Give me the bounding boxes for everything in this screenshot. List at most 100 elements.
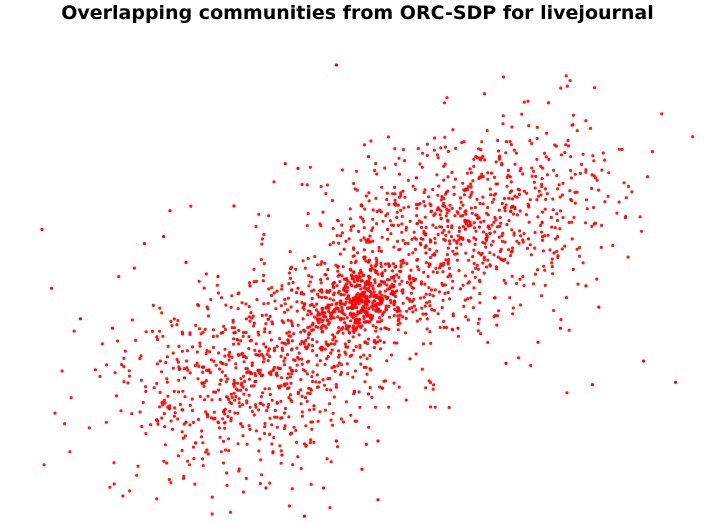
scatter-point — [422, 295, 426, 299]
scatter-point — [130, 318, 134, 322]
scatter-point — [240, 381, 244, 385]
scatter-point — [422, 270, 426, 274]
scatter-point — [568, 79, 572, 83]
scatter-point — [477, 225, 482, 229]
scatter-point — [597, 305, 601, 309]
scatter-point — [371, 239, 375, 243]
scatter-point — [433, 288, 437, 292]
scatter-point — [268, 416, 272, 420]
scatter-point — [252, 384, 256, 388]
scatter-point — [302, 292, 306, 296]
scatter-point — [341, 420, 346, 424]
scatter-point — [529, 253, 534, 257]
scatter-point — [212, 359, 216, 363]
scatter-point — [419, 237, 423, 241]
scatter-point — [573, 172, 577, 176]
scatter-point — [364, 259, 368, 263]
scatter-point — [270, 423, 274, 427]
scatter-point — [367, 258, 371, 262]
scatter-point — [407, 205, 411, 209]
scatter-point — [290, 288, 294, 292]
scatter-point — [360, 279, 364, 283]
scatter-point — [262, 342, 266, 346]
scatter-point — [69, 396, 73, 400]
scatter-point — [461, 236, 465, 240]
chart-title: Overlapping communities from ORC-SDP for… — [61, 2, 654, 24]
scatter-point — [456, 334, 460, 338]
scatter-point — [601, 151, 605, 155]
scatter-point — [255, 298, 259, 302]
scatter-point — [630, 190, 634, 194]
scatter-point — [374, 304, 378, 308]
scatter-point — [154, 418, 158, 422]
scatter-point — [380, 293, 384, 297]
scatter-point — [336, 315, 340, 319]
scatter-point — [196, 417, 201, 422]
scatter-point — [428, 405, 433, 409]
scatter-point — [312, 440, 316, 444]
scatter-point — [555, 249, 559, 253]
scatter-point — [359, 215, 363, 219]
scatter-point — [266, 405, 270, 409]
scatter-point — [261, 360, 266, 364]
scatter-point — [338, 273, 342, 277]
scatter-point — [254, 353, 258, 357]
scatter-point — [374, 325, 378, 330]
scatter-point — [542, 264, 546, 268]
scatter-point — [334, 382, 338, 387]
scatter-point — [437, 184, 441, 188]
scatter-point — [522, 284, 526, 288]
scatter-point — [320, 295, 324, 299]
scatter-point — [332, 395, 336, 399]
scatter-point — [452, 192, 456, 196]
scatter-point — [297, 357, 301, 361]
scatter-point — [455, 252, 459, 256]
scatter-point — [253, 403, 258, 407]
scatter-point — [365, 320, 369, 324]
scatter-point — [355, 278, 360, 282]
scatter-point — [387, 202, 391, 206]
scatter-point — [400, 230, 404, 234]
scatter-point — [543, 283, 547, 287]
scatter-point — [431, 253, 435, 257]
scatter-point — [185, 349, 189, 353]
scatter-point — [357, 390, 361, 394]
scatter-point — [266, 359, 270, 363]
scatter-point — [559, 86, 563, 90]
scatter-point — [298, 342, 302, 346]
scatter-point — [451, 312, 455, 316]
scatter-point — [286, 308, 290, 312]
scatter-point — [474, 213, 478, 217]
scatter-point — [450, 286, 454, 290]
scatter-point — [418, 317, 422, 321]
scatter-point — [169, 319, 173, 324]
scatter-point — [476, 267, 480, 271]
scatter-point — [414, 308, 418, 312]
scatter-point — [407, 252, 411, 257]
scatter-point — [374, 256, 378, 260]
scatter-point — [332, 298, 336, 302]
scatter-point — [316, 419, 320, 423]
scatter-point — [492, 220, 496, 224]
scatter-point — [472, 261, 476, 266]
scatter-point — [508, 139, 512, 144]
scatter-point — [339, 299, 343, 303]
scatter-point — [325, 277, 330, 281]
scatter-point — [456, 326, 460, 330]
scatter-point — [571, 267, 575, 271]
scatter-point — [265, 409, 269, 413]
scatter-point — [247, 281, 252, 285]
scatter-point — [555, 212, 559, 216]
scatter-point — [383, 379, 388, 383]
scatter-point — [176, 360, 180, 364]
scatter-point — [408, 357, 412, 361]
scatter-point — [282, 426, 286, 431]
scatter-point — [408, 277, 412, 281]
scatter-point — [282, 363, 287, 367]
scatter-point — [128, 489, 132, 493]
scatter-point — [345, 277, 349, 281]
scatter-point — [270, 286, 274, 290]
scatter-point — [268, 330, 272, 334]
scatter-point — [455, 258, 459, 262]
scatter-point — [233, 330, 237, 335]
